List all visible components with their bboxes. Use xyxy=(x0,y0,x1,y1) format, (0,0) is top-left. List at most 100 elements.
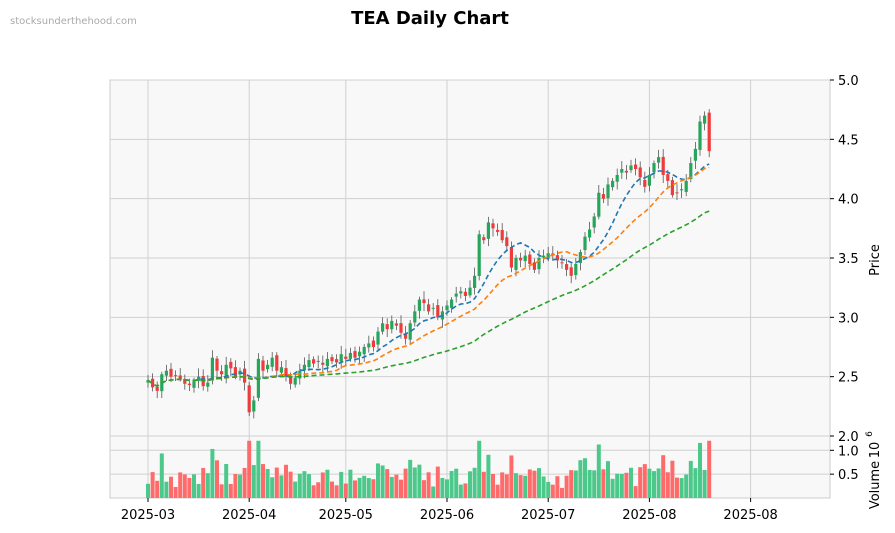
volume-bar xyxy=(173,486,178,498)
volume-bar xyxy=(238,474,242,498)
candle-body xyxy=(491,223,495,229)
volume-bar xyxy=(155,480,160,498)
candle-body xyxy=(417,299,421,311)
candle-body xyxy=(275,355,279,371)
volume-bar xyxy=(693,468,698,498)
volume-bar xyxy=(481,471,486,498)
candle-body xyxy=(505,237,509,247)
volume-bar xyxy=(698,442,702,498)
volume-bar xyxy=(675,477,679,498)
volume-bar xyxy=(573,470,578,498)
candle-body xyxy=(698,121,702,150)
candle-body xyxy=(146,380,150,383)
volume-bar xyxy=(353,480,357,498)
volume-bar xyxy=(601,469,606,498)
volume-bar xyxy=(468,471,472,498)
candle-body xyxy=(413,311,417,323)
price-tick-label: 2.0 xyxy=(838,430,859,445)
volume-bar xyxy=(426,472,431,498)
volume-bar xyxy=(339,471,344,498)
candle-body xyxy=(523,255,527,262)
watermark: stocksunderthehood.com xyxy=(10,16,137,27)
volume-bar xyxy=(371,479,376,498)
volume-bar xyxy=(564,475,569,498)
volume-bar xyxy=(440,477,445,498)
volume-bar xyxy=(261,464,265,498)
candle-body xyxy=(684,180,688,192)
candle-body xyxy=(279,367,283,373)
candlesticks xyxy=(146,109,711,419)
candle-body xyxy=(450,299,454,308)
candle-body xyxy=(477,234,481,277)
candle-body xyxy=(371,340,375,347)
volume-bar xyxy=(431,486,436,498)
price-tick-label: 3.5 xyxy=(838,252,859,267)
volume-tick-label: 1.0 xyxy=(838,444,859,459)
volume-bar xyxy=(504,474,509,498)
volume-bar xyxy=(403,468,408,498)
candle-body xyxy=(560,262,564,264)
candle-body xyxy=(588,229,592,238)
candle-body xyxy=(178,375,182,380)
candle-body xyxy=(473,275,477,288)
candle-body xyxy=(302,364,306,371)
volume-bar xyxy=(316,482,321,498)
candle-body xyxy=(578,252,582,263)
volume-bar xyxy=(518,475,523,498)
candle-body xyxy=(270,357,274,367)
volume-bar xyxy=(550,484,555,498)
volume-bar xyxy=(343,483,348,498)
candle-body xyxy=(657,157,661,163)
candle-body xyxy=(574,263,578,276)
candle-body xyxy=(321,362,325,365)
volume-bar xyxy=(408,459,413,498)
axes: 2.0 2.5 3.0 3.5 4.0 4.5 5.0 0.5 1.0 2025-03 2025-0… xyxy=(121,74,859,523)
candle-body xyxy=(454,293,458,297)
volume-bar xyxy=(205,473,210,498)
candle-body xyxy=(174,375,178,377)
volume-bar xyxy=(182,474,187,498)
volume-bar xyxy=(435,466,440,498)
volume-bar xyxy=(224,463,229,498)
volume-bar xyxy=(629,467,633,498)
volume-bar xyxy=(348,469,353,498)
candle-body xyxy=(330,357,334,362)
volume-bar xyxy=(638,467,643,498)
volume-bar xyxy=(523,475,528,498)
candle-body xyxy=(390,320,394,330)
volume-bar xyxy=(330,481,334,498)
candle-body xyxy=(463,291,467,296)
volume-bar xyxy=(394,474,399,498)
volume-bar xyxy=(560,487,564,498)
candle-body xyxy=(542,255,546,258)
volume-bar xyxy=(385,469,390,498)
volume-bar xyxy=(633,486,638,498)
volume-bar xyxy=(688,460,693,498)
candle-body xyxy=(229,361,233,369)
price-tick-label: 3.0 xyxy=(838,311,859,326)
candle-body xyxy=(703,115,707,124)
volume-bar xyxy=(665,472,670,498)
candle-body xyxy=(358,351,362,357)
volume-bar xyxy=(380,465,385,498)
moving-average-line xyxy=(147,163,710,388)
candle-body xyxy=(353,351,357,358)
candle-body xyxy=(344,356,348,359)
candle-body xyxy=(468,287,472,296)
volume-bar xyxy=(422,480,426,498)
volume-bar xyxy=(228,484,233,498)
candle-body xyxy=(325,358,329,367)
volume-bar xyxy=(325,469,330,498)
candle-body xyxy=(606,184,610,199)
volume-bar xyxy=(376,463,380,498)
volume-bar xyxy=(297,473,302,498)
volume-bar xyxy=(219,484,224,498)
candle-body xyxy=(601,194,605,199)
time-tick-label: 2025-08 xyxy=(622,508,676,523)
candle-body xyxy=(486,222,490,239)
volume-bar xyxy=(215,460,219,498)
volume-bar xyxy=(247,440,252,498)
volume-bar xyxy=(242,467,247,498)
candle-body xyxy=(399,323,403,333)
